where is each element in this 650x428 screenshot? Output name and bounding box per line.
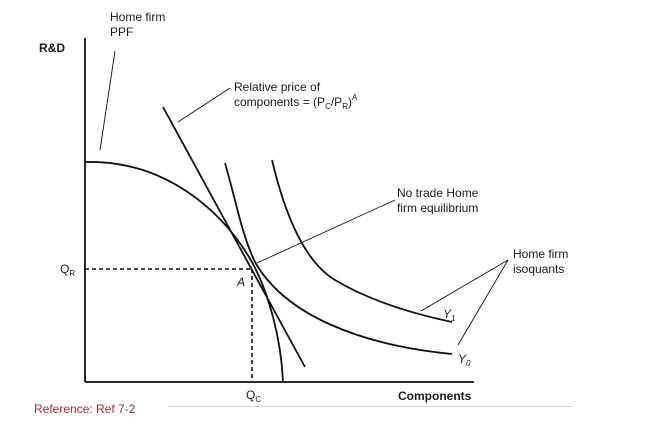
isoquants-label: Home firm isoquants — [513, 247, 572, 276]
price-pointer-line — [177, 87, 231, 123]
qr-label: QR — [60, 262, 75, 278]
y-axis-label: R&D — [39, 41, 65, 55]
equilibrium-label: No trade Home firm equilibrium — [397, 186, 482, 215]
x-axis-label: Components — [398, 389, 472, 403]
relative-price-label: Relative price of — [234, 80, 321, 94]
point-a-label: A — [236, 275, 245, 289]
reference-caption: Reference: Ref 7-2 — [34, 402, 136, 416]
ppf-label: Home firm PPF — [110, 10, 169, 39]
isoquant-y0 — [224, 162, 453, 355]
equilibrium-pointer-line — [256, 199, 396, 264]
y1-label: Y1 — [443, 307, 455, 323]
relative-price-line — [162, 106, 306, 368]
reference-divider — [168, 406, 572, 407]
qc-label: QC — [246, 388, 261, 404]
ppf-pointer-line — [99, 50, 116, 151]
isoquant-pointer-line-2 — [457, 259, 509, 346]
y0-label: Y0 — [458, 352, 471, 368]
ppf-curve — [84, 161, 284, 383]
isoquant-y1 — [271, 159, 453, 323]
relative-price-formula: components = (PC/PR)A — [234, 93, 358, 111]
isoquant-pointer-line-1 — [420, 259, 509, 312]
